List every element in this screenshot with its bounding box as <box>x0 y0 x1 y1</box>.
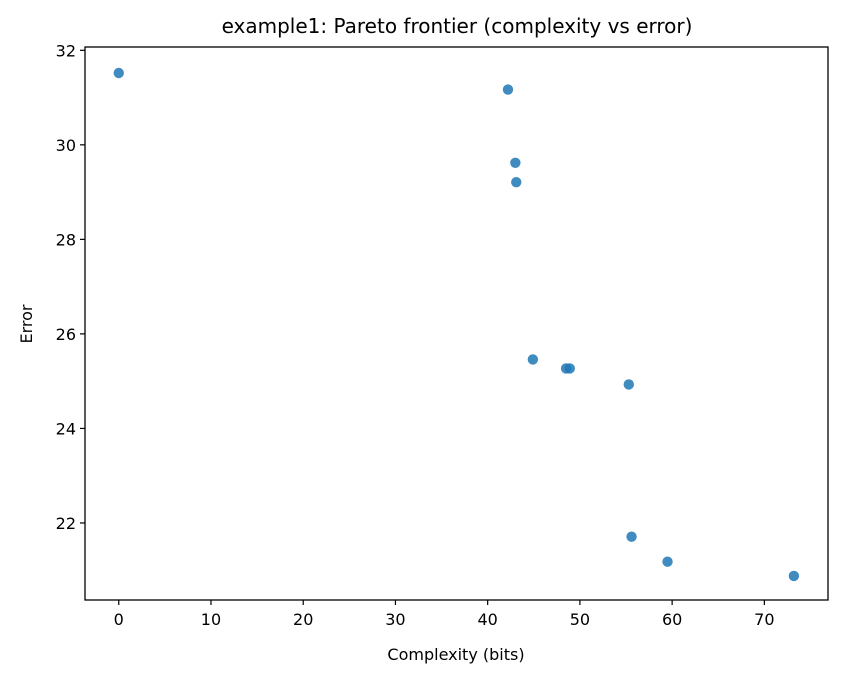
data-point <box>510 157 521 168</box>
y-tick-label: 30 <box>56 136 76 155</box>
y-tick-label: 26 <box>56 325 76 344</box>
plot-frame <box>84 46 829 601</box>
x-tick-label: 10 <box>201 610 221 629</box>
data-point <box>623 379 634 390</box>
x-tick-label: 20 <box>293 610 313 629</box>
data-point <box>788 570 800 582</box>
data-point <box>626 531 637 542</box>
y-tick-label: 22 <box>56 514 76 533</box>
data-point <box>662 556 673 567</box>
data-point <box>527 354 539 365</box>
chart-title: example1: Pareto frontier (complexity vs… <box>222 14 693 38</box>
x-tick-label: 60 <box>662 610 682 629</box>
x-axis-label: Complexity (bits) <box>387 645 524 664</box>
axis-ticks: 0 10 20 30 40 50 60 70 22 24 26 28 30 32 <box>56 41 775 629</box>
y-tick-label: 24 <box>56 419 76 438</box>
data-points <box>113 67 800 582</box>
y-tick-label: 32 <box>56 41 76 60</box>
x-tick-label: 50 <box>570 610 590 629</box>
data-point <box>511 176 522 188</box>
x-tick-label: 0 <box>114 610 124 629</box>
x-tick-label: 40 <box>477 610 497 629</box>
y-axis-label: Error <box>17 304 36 343</box>
data-point <box>113 67 124 79</box>
data-point <box>502 84 514 95</box>
y-tick-label: 28 <box>56 230 76 249</box>
data-point <box>564 363 575 374</box>
x-tick-label: 30 <box>385 610 405 629</box>
x-tick-label: 70 <box>754 610 774 629</box>
